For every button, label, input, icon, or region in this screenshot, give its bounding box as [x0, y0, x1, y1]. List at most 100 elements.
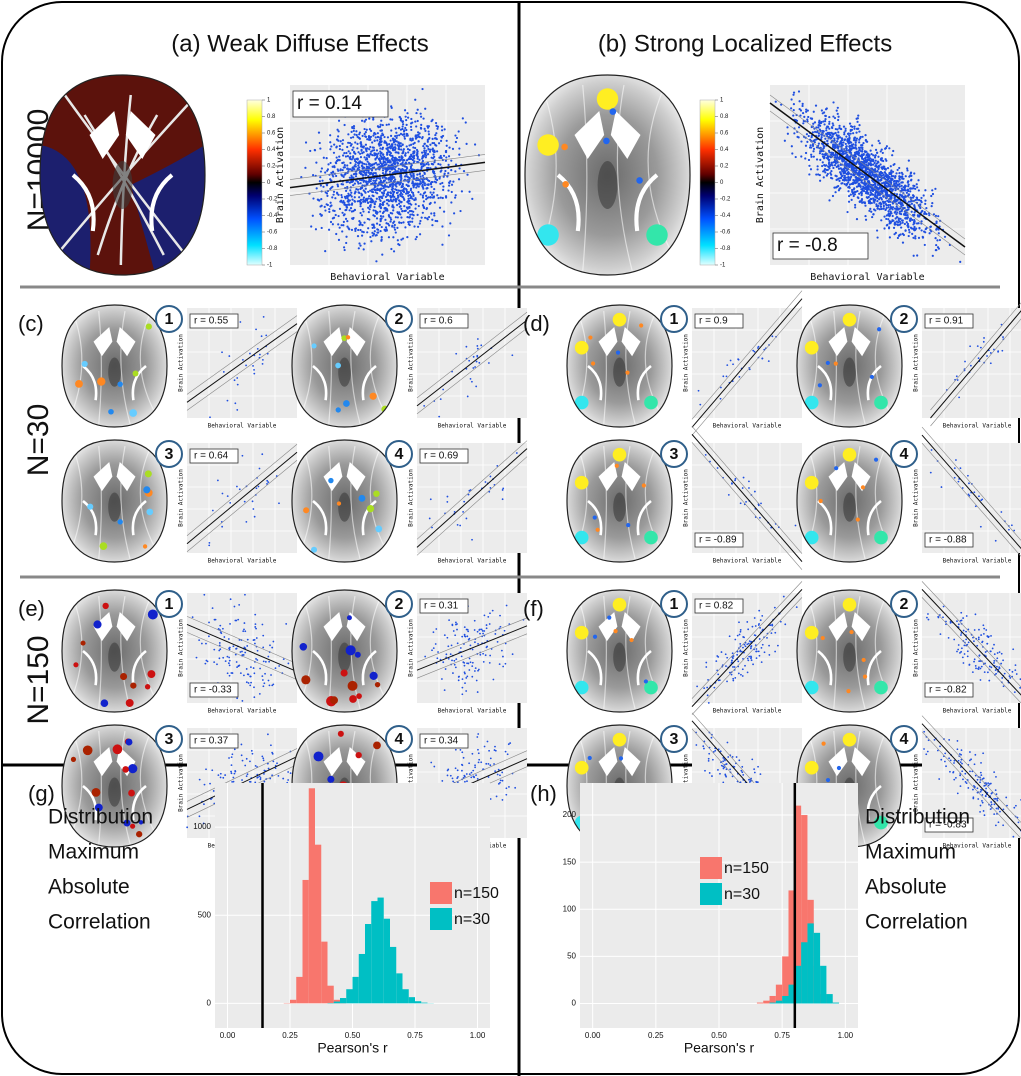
- scatter-point: [467, 663, 469, 665]
- activation-blob: [593, 515, 597, 519]
- scatter-point: [422, 212, 424, 214]
- scatter-point: [338, 120, 340, 122]
- scatter-point: [844, 183, 846, 185]
- scatter-point: [877, 156, 879, 158]
- scatter-point: [853, 125, 855, 127]
- scatter-point: [458, 167, 460, 169]
- scatter-point: [435, 122, 437, 124]
- scatter-point: [856, 177, 858, 179]
- scatter-point: [832, 115, 834, 117]
- scatter-point: [512, 653, 514, 655]
- scatter-point: [337, 215, 339, 217]
- scatter-point: [432, 192, 434, 194]
- scatter-point: [231, 756, 233, 758]
- scatter-point: [419, 193, 421, 195]
- scatter-point: [890, 169, 892, 171]
- brain-inner: [292, 440, 397, 562]
- activation-blob: [100, 542, 108, 550]
- scatter-point: [376, 234, 378, 236]
- scatter-point: [446, 145, 448, 147]
- scatter-point: [498, 769, 500, 771]
- scatter-point: [264, 770, 266, 772]
- brain-image: [797, 440, 902, 562]
- scatter-point: [434, 201, 436, 203]
- scatter-point: [832, 101, 834, 103]
- scatter-point: [244, 501, 246, 503]
- scatter-point: [376, 213, 378, 215]
- scatter-point: [427, 141, 429, 143]
- scatter-point: [269, 644, 271, 646]
- scatter-point: [359, 160, 361, 162]
- scatter-point: [209, 783, 211, 785]
- scatter-point: [380, 156, 382, 158]
- scatter-point: [847, 133, 849, 135]
- scatter-point: [228, 662, 230, 664]
- scatter-point: [908, 160, 910, 162]
- scatter-point: [359, 212, 361, 214]
- panel-number: 2: [395, 311, 404, 328]
- scatter-point: [452, 148, 454, 150]
- colorbar-tick-label: 0: [267, 180, 271, 186]
- scatter-point: [758, 346, 760, 348]
- scatter-point: [374, 158, 376, 160]
- scatter-point: [384, 189, 386, 191]
- scatter-point: [362, 162, 364, 164]
- scatter-point: [918, 189, 920, 191]
- scatter-point: [376, 139, 378, 141]
- axis-title: Behavioral Variable: [810, 272, 924, 283]
- activation-blob: [818, 383, 822, 387]
- scatter-point: [324, 209, 326, 211]
- r-label: r = 0.55: [194, 316, 229, 327]
- scatter-point: [253, 672, 255, 674]
- scatter-point: [468, 191, 470, 193]
- scatter-point: [455, 749, 457, 751]
- scatter-point: [834, 154, 836, 156]
- scatter-point: [263, 660, 265, 662]
- scatter-point: [500, 626, 502, 628]
- scatter-point: [878, 179, 880, 181]
- scatter-point: [448, 155, 450, 157]
- scatter-point: [862, 142, 864, 144]
- scatter-point: [924, 203, 926, 205]
- scatter-point: [886, 174, 888, 176]
- scatter-point: [391, 188, 393, 190]
- scatter-point: [924, 189, 926, 191]
- scatter-point: [365, 144, 367, 146]
- scatter-point: [352, 218, 354, 220]
- scatter-point: [862, 185, 864, 187]
- scatter-point: [326, 170, 328, 172]
- scatter-point: [345, 190, 347, 192]
- scatter-point: [471, 198, 473, 200]
- scatter-point: [386, 203, 388, 205]
- scatter-point: [916, 183, 918, 185]
- scatter-point: [424, 184, 426, 186]
- scatter-point: [831, 177, 833, 179]
- scatter-point: [734, 479, 736, 481]
- scatter-point: [363, 156, 365, 158]
- scatter-point: [391, 177, 393, 179]
- scatter-point: [446, 637, 448, 639]
- scatter-point: [836, 128, 838, 130]
- scatter-point: [441, 244, 443, 246]
- scatter-point: [263, 682, 265, 684]
- scatter-point: [419, 220, 421, 222]
- scatter-point: [406, 175, 408, 177]
- scatter-point: [828, 123, 830, 125]
- scatter-point: [858, 183, 860, 185]
- scatter-point: [447, 164, 449, 166]
- scatter-point: [464, 671, 466, 673]
- scatter-point: [819, 174, 821, 176]
- scatter-point: [221, 526, 223, 528]
- scatter-point: [855, 142, 857, 144]
- scatter-point: [867, 193, 869, 195]
- scatter-point: [259, 468, 261, 470]
- activation-blob: [356, 693, 362, 699]
- scatter-point: [505, 751, 507, 753]
- scatter-point: [464, 635, 466, 637]
- scatter-point: [506, 605, 508, 607]
- scatter-point: [424, 173, 426, 175]
- scatter-point: [391, 159, 393, 161]
- scatter-point: [451, 644, 453, 646]
- scatter-point: [379, 138, 381, 140]
- scatter-point: [237, 619, 239, 621]
